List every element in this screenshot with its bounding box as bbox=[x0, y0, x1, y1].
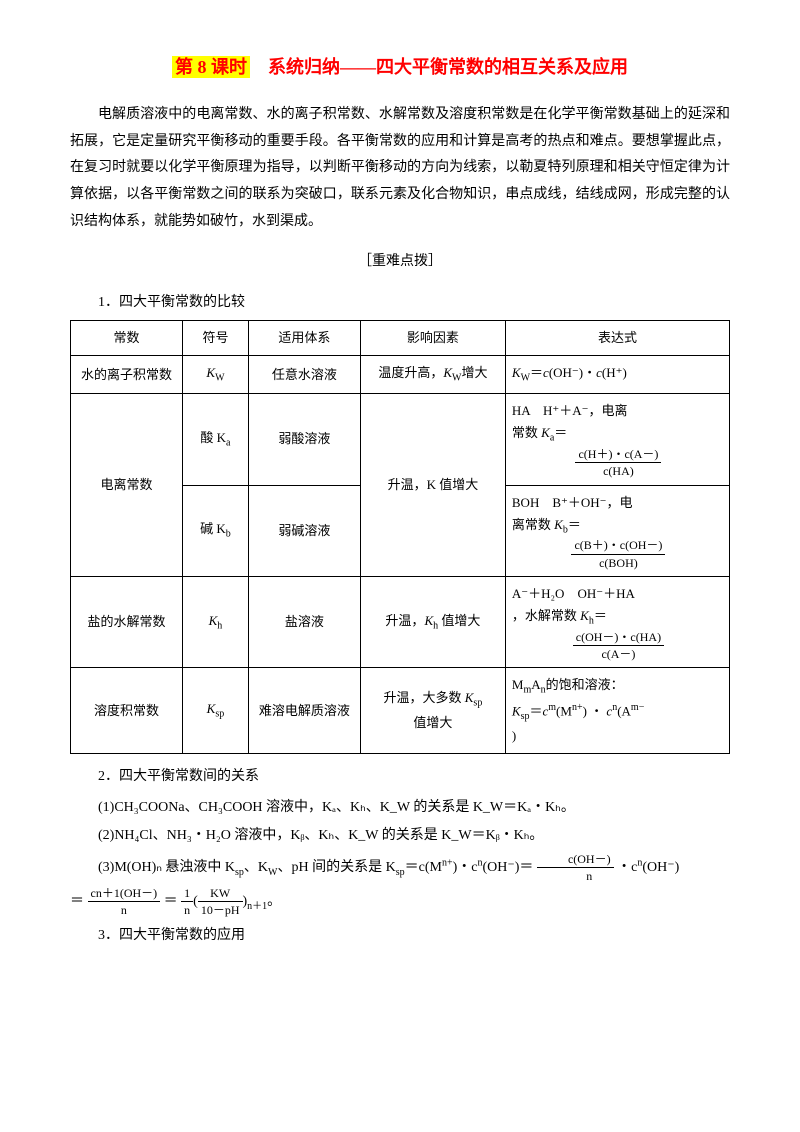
section-1-heading: 1．四大平衡常数的比较 bbox=[70, 290, 730, 317]
section-label: ［重难点拨］ bbox=[70, 249, 730, 276]
cell: 升温，大多数 Ksp值增大 bbox=[360, 668, 505, 754]
page-title: 第 8 课时 系统归纳——四大平衡常数的相互关系及应用 bbox=[70, 50, 730, 84]
cell: 难溶电解质溶液 bbox=[248, 668, 360, 754]
relation-3-line1: (3)M(OH)ₙ 悬浊液中 Ksp、KW、pH 间的关系是 Ksp＝c(Mn+… bbox=[70, 852, 730, 884]
th-symbol: 符号 bbox=[183, 321, 249, 356]
cell: HA H⁺＋A⁻，电离 常数 Ka＝ c(H＋)・c(A－)c(HA) bbox=[505, 394, 729, 485]
intro-paragraph: 电解质溶液中的电离常数、水的离子积常数、水解常数及溶度积常数是在化学平衡常数基础… bbox=[70, 102, 730, 235]
relation-3-line2: ＝ cn＋1(OH－)n ＝ 1n(KW10－pH)n＋1。 bbox=[70, 886, 730, 918]
cell: 酸 Ka bbox=[183, 394, 249, 485]
title-highlight: 第 8 课时 bbox=[172, 56, 250, 78]
th-expr: 表达式 bbox=[505, 321, 729, 356]
cell: Ksp bbox=[183, 668, 249, 754]
cell: 升温，K 值增大 bbox=[360, 394, 505, 577]
th-factor: 影响因素 bbox=[360, 321, 505, 356]
cell: A⁻＋H₂O OH⁻＋HA ，水解常数 Kh＝ c(OH－)・c(HA)c(A－… bbox=[505, 576, 729, 667]
table-row: 盐的水解常数 Kh 盐溶液 升温，Kh 值增大 A⁻＋H₂O OH⁻＋HA ，水… bbox=[71, 576, 730, 667]
cell: 温度升高，KW增大 bbox=[360, 356, 505, 394]
title-rest: 系统归纳——四大平衡常数的相互关系及应用 bbox=[250, 57, 628, 77]
cell: 任意水溶液 bbox=[248, 356, 360, 394]
table-row: 溶度积常数 Ksp 难溶电解质溶液 升温，大多数 Ksp值增大 MmAn的饱和溶… bbox=[71, 668, 730, 754]
cell: KW bbox=[183, 356, 249, 394]
table-row: 电离常数 酸 Ka 弱酸溶液 升温，K 值增大 HA H⁺＋A⁻，电离 常数 K… bbox=[71, 394, 730, 485]
cell: 碱 Kb bbox=[183, 485, 249, 576]
cell: 盐溶液 bbox=[248, 576, 360, 667]
cell: 电离常数 bbox=[71, 394, 183, 577]
cell: 弱碱溶液 bbox=[248, 485, 360, 576]
cell: 水的离子积常数 bbox=[71, 356, 183, 394]
cell: 溶度积常数 bbox=[71, 668, 183, 754]
table-row: 水的离子积常数 KW 任意水溶液 温度升高，KW增大 KW＝c(OH⁻)・c(H… bbox=[71, 356, 730, 394]
constants-table: 常数 符号 适用体系 影响因素 表达式 水的离子积常数 KW 任意水溶液 温度升… bbox=[70, 320, 730, 754]
cell: 盐的水解常数 bbox=[71, 576, 183, 667]
table-header-row: 常数 符号 适用体系 影响因素 表达式 bbox=[71, 321, 730, 356]
relation-2: (2)NH₄Cl、NH₃・H₂O 溶液中，Kᵦ、Kₕ、K_W 的关系是 K_W＝… bbox=[70, 823, 730, 850]
cell: Kh bbox=[183, 576, 249, 667]
cell: 弱酸溶液 bbox=[248, 394, 360, 485]
cell: 升温，Kh 值增大 bbox=[360, 576, 505, 667]
cell: BOH B⁺＋OH⁻，电 离常数 Kb＝ c(B＋)・c(OH－)c(BOH) bbox=[505, 485, 729, 576]
section-3-heading: 3．四大平衡常数的应用 bbox=[70, 923, 730, 950]
th-system: 适用体系 bbox=[248, 321, 360, 356]
th-name: 常数 bbox=[71, 321, 183, 356]
cell: KW＝c(OH⁻)・c(H⁺) bbox=[505, 356, 729, 394]
relation-1: (1)CH₃COONa、CH₃COOH 溶液中，Kₐ、Kₕ、K_W 的关系是 K… bbox=[70, 795, 730, 822]
cell: MmAn的饱和溶液： Ksp＝cm(Mn+) ・ cn(Am− ) bbox=[505, 668, 729, 754]
section-2-heading: 2．四大平衡常数间的关系 bbox=[70, 764, 730, 791]
